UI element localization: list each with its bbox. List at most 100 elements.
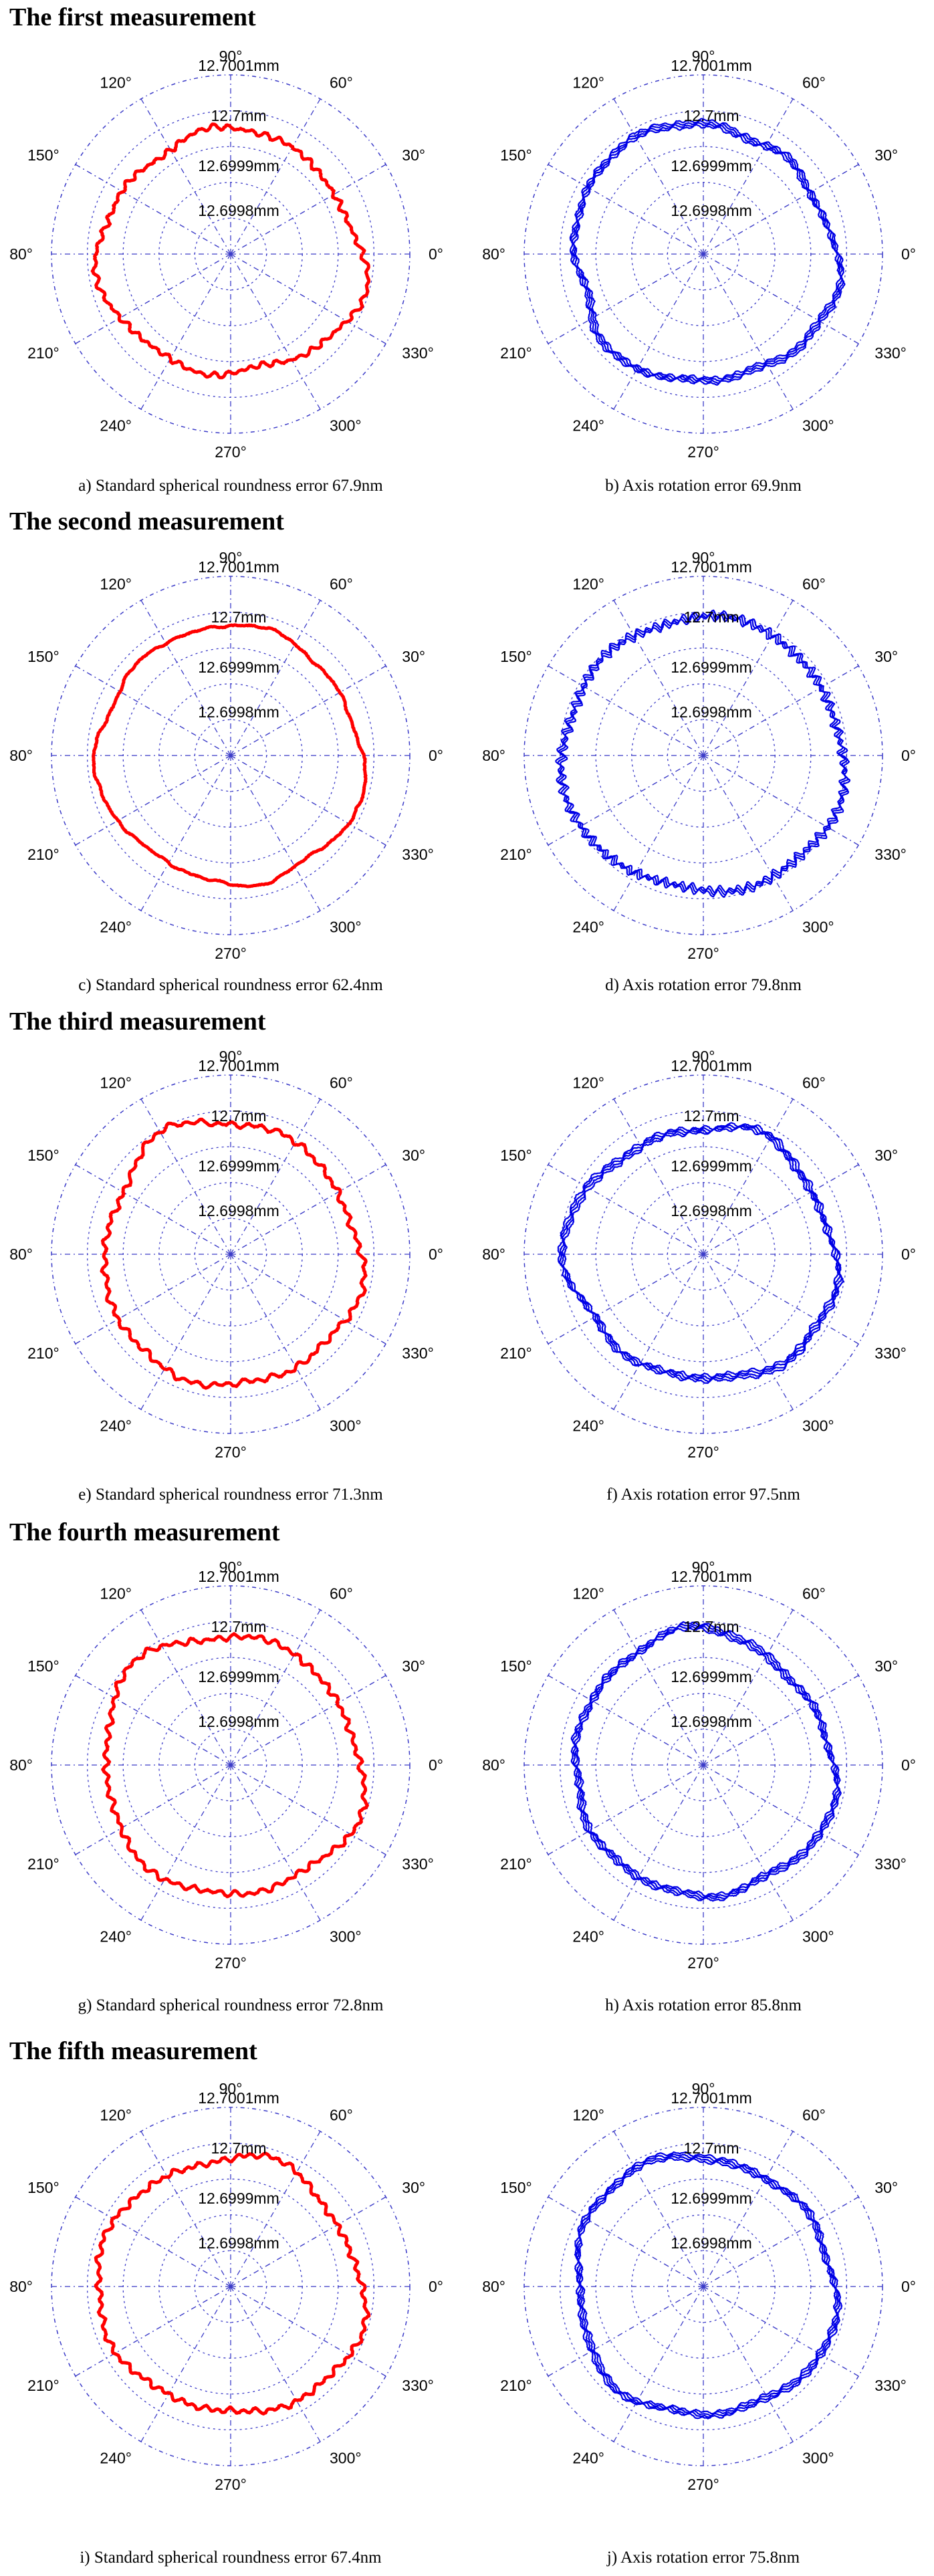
radial-tick-label: 12.6999mm — [671, 2190, 751, 2207]
angle-tick-label: 30° — [874, 648, 898, 665]
radial-tick-label: 12.6999mm — [198, 2190, 279, 2207]
radial-tick-label: 12.7mm — [683, 1618, 739, 1635]
angle-tick-label: 330° — [874, 344, 907, 362]
caption-f: f) Axis rotation error 97.5nm — [606, 1486, 800, 1504]
angle-tick-label: 240° — [572, 1927, 604, 1945]
angle-tick-label: 300° — [802, 417, 834, 434]
grid-spoke — [140, 755, 231, 911]
profile-trace — [92, 623, 368, 889]
angle-tick-label: 300° — [802, 1927, 834, 1945]
grid-spoke — [548, 755, 704, 846]
angle-tick-label: 240° — [100, 918, 132, 935]
radial-tick-label: 12.6998mm — [671, 2234, 751, 2252]
radial-tick-label: 12.7mm — [683, 1107, 739, 1125]
polar-plot-a: 12.6998mm 12.6999mm 12.7mm 12.7001mm 0° 30° 60… — [10, 33, 451, 475]
grid-spoke — [75, 755, 231, 846]
angle-tick-label: 120° — [100, 1585, 132, 1603]
grid-spoke — [230, 2286, 386, 2377]
angle-tick-label: 30° — [874, 2179, 898, 2196]
grid-spoke — [140, 1764, 231, 1921]
radial-tick-label: 12.6999mm — [671, 157, 751, 174]
grid-spoke — [140, 2131, 231, 2287]
angle-tick-label: 30° — [874, 1147, 898, 1164]
grid-spoke — [548, 665, 704, 756]
polar-svg: 12.6998mm 12.6999mm 12.7mm 12.7001mm 0° 30° 60… — [10, 549, 443, 962]
radial-tick-label: 12.7001mm — [198, 57, 279, 74]
angle-tick-label: 270° — [215, 1443, 247, 1461]
grid-spoke — [613, 98, 704, 255]
radial-tick-label: 12.7001mm — [198, 2089, 279, 2107]
grid-spoke — [230, 1675, 386, 1766]
polar-svg: 12.6998mm 12.6999mm 12.7mm 12.7001mm 0° 30° 60… — [10, 2080, 443, 2493]
angle-tick-label: 180° — [483, 245, 505, 263]
radial-tick-label: 12.7001mm — [671, 1057, 751, 1074]
radial-tick-label: 12.6999mm — [671, 1157, 751, 1175]
radial-tick-label: 12.6999mm — [198, 659, 279, 676]
polar-plot-b: 12.6998mm 12.6999mm 12.7mm 12.7001mm 0° 30° 60… — [483, 33, 924, 475]
angle-tick-label: 300° — [330, 1417, 362, 1434]
angle-tick-label: 270° — [687, 2476, 719, 2493]
polar-svg: 12.6998mm 12.6999mm 12.7mm 12.7001mm 0° 30° 60… — [10, 1048, 443, 1461]
profile-traces — [100, 1117, 368, 1390]
grid-spoke — [703, 1254, 859, 1344]
grid-spoke — [230, 1164, 386, 1255]
angle-tick-label: 210° — [500, 344, 532, 362]
profile-trace — [90, 122, 371, 380]
profile-trace — [555, 609, 851, 898]
radial-tick-label: 12.6999mm — [671, 659, 751, 676]
angle-tick-label: 240° — [572, 2449, 604, 2466]
grid-spoke — [613, 1098, 704, 1255]
angle-tick-label: 60° — [802, 576, 826, 593]
angle-tick-label: 180° — [483, 2278, 505, 2295]
radial-tick-label: 12.6998mm — [671, 1713, 751, 1730]
angle-tick-label: 330° — [402, 1344, 434, 1362]
angle-tick-label: 240° — [100, 417, 132, 434]
angle-tick-label: 60° — [330, 576, 353, 593]
angle-tick-label: 150° — [500, 1657, 532, 1675]
profile-trace — [570, 1621, 842, 1902]
angle-tick-label: 150° — [500, 648, 532, 665]
angle-tick-label: 240° — [572, 417, 604, 434]
radial-tick-label: 12.6998mm — [198, 202, 279, 219]
angle-tick-label: 0° — [429, 1756, 443, 1774]
angle-tick-label: 330° — [402, 2377, 434, 2394]
angle-tick-label: 300° — [802, 2449, 834, 2466]
polar-svg: 12.6998mm 12.6999mm 12.7mm 12.7001mm 0° 30° 60… — [483, 47, 916, 461]
grid-spoke — [230, 253, 386, 344]
angle-tick-label: 30° — [874, 146, 898, 164]
polar-plot-i: 12.6998mm 12.6999mm 12.7mm 12.7001mm 0° 30° 60… — [10, 2066, 451, 2507]
angle-tick-label: 150° — [27, 146, 60, 164]
angle-tick-label: 180° — [10, 2278, 33, 2295]
grid-spoke — [140, 1098, 231, 1255]
polar-plot-e: 12.6998mm 12.6999mm 12.7mm 12.7001mm 0° 30° 60… — [10, 1034, 451, 1475]
grid-spoke — [703, 1609, 794, 1766]
angle-tick-label: 210° — [27, 846, 60, 863]
caption-g: g) Standard spherical roundness error 72… — [78, 1996, 384, 2014]
grid-spoke — [613, 253, 704, 410]
polar-svg: 12.6998mm 12.6999mm 12.7mm 12.7001mm 0° 30° 60… — [10, 1558, 443, 1972]
angle-tick-label: 270° — [687, 443, 719, 461]
polar-svg: 12.6998mm 12.6999mm 12.7mm 12.7001mm 0° 30° 60… — [10, 47, 443, 461]
grid-spoke — [230, 2286, 321, 2442]
radial-tick-label: 12.7mm — [211, 608, 266, 626]
polar-grid — [523, 1074, 883, 1434]
grid-spoke — [703, 1254, 794, 1410]
grid-spoke — [703, 600, 794, 756]
grid-spoke — [703, 665, 859, 756]
grid-spoke — [75, 2286, 231, 2377]
polar-plot-j: 12.6998mm 12.6999mm 12.7mm 12.7001mm 0° 30° 60… — [483, 2066, 924, 2507]
angle-tick-label: 240° — [572, 1417, 604, 1434]
polar-plot-f: 12.6998mm 12.6999mm 12.7mm 12.7001mm 0° 30° 60… — [483, 1034, 924, 1475]
radial-tick-label: 12.7001mm — [198, 1568, 279, 1585]
grid-spoke — [613, 2131, 704, 2287]
angle-tick-label: 270° — [215, 945, 247, 962]
radial-tick-label: 12.7mm — [211, 107, 266, 124]
angle-tick-label: 120° — [572, 74, 604, 92]
angle-tick-label: 300° — [802, 1417, 834, 1434]
radial-tick-label: 12.7mm — [211, 2139, 266, 2157]
angle-tick-label: 180° — [10, 1756, 33, 1774]
angle-tick-label: 240° — [572, 918, 604, 935]
angle-tick-label: 150° — [500, 1147, 532, 1164]
profile-traces — [94, 2151, 371, 2416]
grid-spoke — [703, 2286, 794, 2442]
